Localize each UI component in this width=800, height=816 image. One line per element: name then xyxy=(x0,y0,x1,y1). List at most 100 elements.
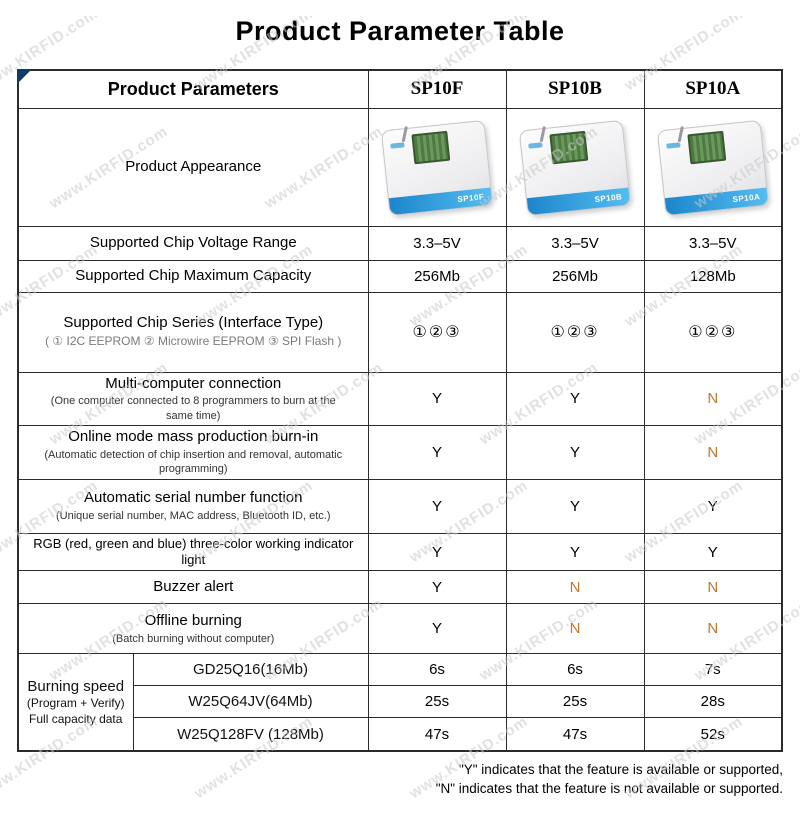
value-cell: Y xyxy=(367,570,507,605)
value-cell: ①②③ xyxy=(505,291,645,373)
value-cell: ①②③ xyxy=(367,291,507,373)
row-label-rgb-indicator: RGB (red, green and blue) three-color wo… xyxy=(17,532,369,572)
row-label-auto-serial-number: Automatic serial number function (Unique… xyxy=(17,478,369,534)
row-sublabel-text: (Unique serial number, MAC address, Blue… xyxy=(55,510,331,523)
device-illustration-sp10a: SP10A xyxy=(656,119,769,217)
row-label-buzzer-alert: Buzzer alert xyxy=(17,570,369,605)
row-offline-burning: Offline burning (Batch burning without c… xyxy=(17,603,783,655)
row-label-text: Supported Chip Maximum Capacity xyxy=(75,266,312,284)
value-cell: 25s xyxy=(367,685,507,719)
value-cell: 256Mb xyxy=(367,259,507,293)
value-cell: Y xyxy=(643,478,783,534)
row-label-max-capacity: Supported Chip Maximum Capacity xyxy=(17,259,369,293)
row-auto-serial-number: Automatic serial number function (Unique… xyxy=(17,478,783,534)
value-cell: N xyxy=(643,371,783,426)
row-label-text: Offline burning xyxy=(144,611,242,629)
row-max-capacity: Supported Chip Maximum Capacity 256Mb 25… xyxy=(17,259,783,293)
row-label-multi-computer: Multi-computer connection (One computer … xyxy=(17,371,369,426)
row-rgb-indicator: RGB (red, green and blue) three-color wo… xyxy=(17,532,783,572)
footnote-n: "N" indicates that the feature is not av… xyxy=(435,780,783,796)
row-label-text: Multi-computer connection xyxy=(105,374,282,392)
value-cell: N xyxy=(505,603,645,655)
burning-speed-subtitle1: (Program + Verify) xyxy=(26,696,125,711)
table-header-row: Product Parameters SP10F SP10B SP10A xyxy=(17,69,783,109)
row-label-text: Online mode mass production burn-in xyxy=(68,428,319,446)
value-cell: 6s xyxy=(367,653,507,687)
row-multi-computer: Multi-computer connection (One computer … xyxy=(17,371,783,426)
footnote-y: "Y" indicates that the feature is availa… xyxy=(458,761,783,777)
value-cell: 3.3–5V xyxy=(367,225,507,261)
row-label-text: Supported Chip Voltage Range xyxy=(89,233,297,251)
value-cell: N xyxy=(643,570,783,605)
value-cell: Y xyxy=(367,478,507,534)
row-sublabel-text: (Batch burning without computer) xyxy=(112,632,275,645)
device-zif-socket xyxy=(687,130,727,165)
header-col-sp10a: SP10A xyxy=(643,69,783,109)
row-label-online-burn-in: Online mode mass production burn-in (Aut… xyxy=(17,424,369,480)
value-cell: 3.3–5V xyxy=(643,225,783,261)
chip-name-cell: W25Q64JV(64Mb) xyxy=(132,685,369,719)
header-col-sp10b: SP10B xyxy=(505,69,645,109)
row-label-text: RGB (red, green and blue) three-color wo… xyxy=(33,535,354,568)
value-cell: 28s xyxy=(643,685,783,719)
row-sublabel-text: (One computer connected to 8 programmers… xyxy=(50,395,336,422)
value-cell: 6s xyxy=(505,653,645,687)
value-cell: 25s xyxy=(505,685,645,719)
value-cell: Y xyxy=(367,603,507,655)
row-sublabel-text: (Automatic detection of chip insertion a… xyxy=(44,448,343,476)
corner-fold-decoration xyxy=(17,69,32,84)
value-cell: Y xyxy=(367,424,507,480)
value-cell: Y xyxy=(367,371,507,426)
value-cell: Y xyxy=(505,478,645,534)
device-zif-socket xyxy=(549,130,589,165)
value-cell: 256Mb xyxy=(505,259,645,293)
header-product-parameters: Product Parameters xyxy=(17,69,369,109)
row-burning-speed-1: Burning speed (Program + Verify) Full ca… xyxy=(17,653,783,752)
value-cell: 7s xyxy=(643,653,783,687)
row-product-appearance: Product Appearance SP10F SP10B xyxy=(17,107,783,227)
row-label-text: Product Appearance xyxy=(125,157,262,175)
value-cell: 128Mb xyxy=(643,259,783,293)
row-burning-speed-2: W25Q64JV(64Mb) 25s 25s 28s xyxy=(18,685,783,719)
value-cell: Y xyxy=(643,532,783,572)
header-col-sp10f: SP10F xyxy=(367,69,507,109)
device-illustration-sp10f: SP10F xyxy=(380,119,494,217)
value-cell: N xyxy=(643,603,783,655)
page-title: Product Parameter Table xyxy=(235,16,565,46)
value-cell: N xyxy=(505,570,645,605)
value-cell: 47s xyxy=(367,717,507,752)
value-cell: Y xyxy=(505,371,645,426)
value-cell: 47s xyxy=(505,717,645,752)
burning-speed-group-label: Burning speed (Program + Verify) Full ca… xyxy=(17,653,134,752)
value-cell: N xyxy=(643,424,783,480)
chip-name-cell: GD25Q16(16Mb) xyxy=(132,653,369,687)
product-image-sp10f: SP10F xyxy=(367,107,507,227)
row-chip-series: Supported Chip Series (Interface Type) (… xyxy=(17,291,783,373)
product-image-sp10b: SP10B xyxy=(505,107,645,227)
row-label-text: Automatic serial number function xyxy=(84,489,303,507)
row-label-offline-burning: Offline burning (Batch burning without c… xyxy=(17,603,369,655)
row-label-text: Buzzer alert xyxy=(153,577,234,595)
chip-name-cell: W25Q128FV (128Mb) xyxy=(132,717,369,752)
row-label-voltage-range: Supported Chip Voltage Range xyxy=(17,225,369,261)
product-parameter-table-wrap: Product Parameters SP10F SP10B SP10A Pro… xyxy=(17,69,784,752)
device-illustration-sp10b: SP10B xyxy=(518,119,632,217)
row-burning-speed-3: W25Q128FV (128Mb) 47s 47s 52s xyxy=(18,717,783,752)
footnotes: "Y" indicates that the feature is availa… xyxy=(17,761,783,799)
row-label-chip-series: Supported Chip Series (Interface Type) (… xyxy=(17,291,369,373)
row-label-product-appearance: Product Appearance xyxy=(17,107,369,227)
product-parameter-table: Product Parameters SP10F SP10B SP10A Pro… xyxy=(17,69,784,752)
row-label-text: Supported Chip Series (Interface Type) xyxy=(63,314,324,332)
row-online-burn-in: Online mode mass production burn-in (Aut… xyxy=(17,424,783,480)
burning-speed-subtitle2: Full capacity data xyxy=(29,711,123,726)
value-cell: 3.3–5V xyxy=(505,225,645,261)
value-cell: Y xyxy=(505,424,645,480)
product-image-sp10a: SP10A xyxy=(643,107,783,227)
value-cell: 52s xyxy=(643,717,783,752)
value-cell: ①②③ xyxy=(643,291,783,373)
burning-speed-title: Burning speed xyxy=(27,677,125,695)
row-buzzer-alert: Buzzer alert Y N N xyxy=(17,570,783,605)
device-zif-socket xyxy=(411,130,451,165)
value-cell: Y xyxy=(505,532,645,572)
value-cell: Y xyxy=(367,532,507,572)
